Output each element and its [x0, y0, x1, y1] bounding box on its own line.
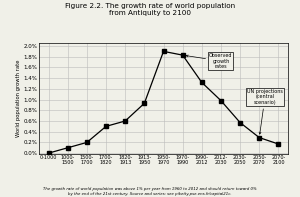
Text: The growth rate of world population was above 1% per year from 1960 to 2012 and : The growth rate of world population was …	[43, 187, 257, 196]
Text: UN projections
(central
scenario): UN projections (central scenario)	[247, 89, 283, 134]
Text: Observed
growth
rates: Observed growth rates	[186, 53, 233, 69]
Text: Figure 2.2. The growth rate of world population
from Antiquity to 2100: Figure 2.2. The growth rate of world pop…	[65, 3, 235, 17]
Y-axis label: World population growth rate: World population growth rate	[16, 60, 21, 137]
